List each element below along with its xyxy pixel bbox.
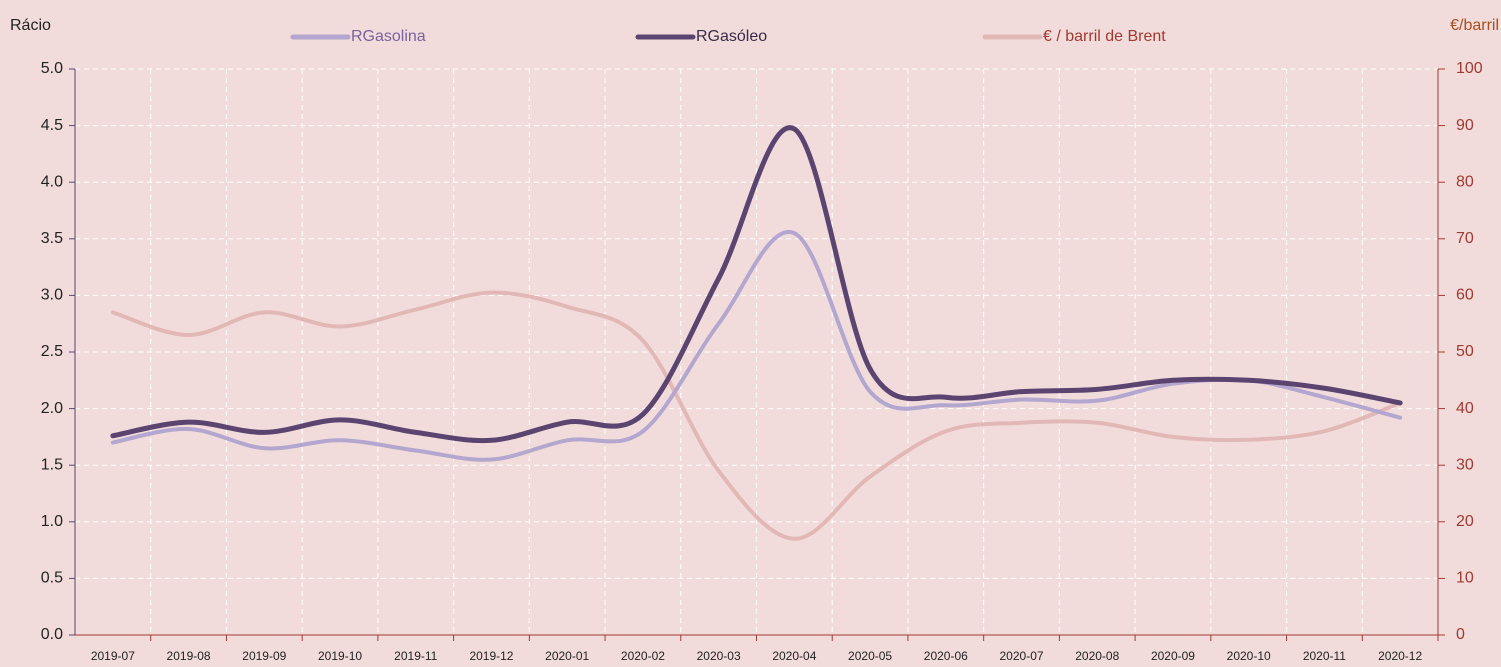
y-tick-label: 2.0 [41,400,63,417]
line-series [110,125,1403,444]
y2-tick-label: 10 [1456,570,1474,587]
legend-label: RGasóleo [696,28,767,45]
x-tick-label: 2020-07 [1000,649,1044,663]
y-tick-label: 3.5 [41,230,63,247]
x-tick-label: 2020-12 [1378,649,1422,663]
y2-tick-label: 70 [1456,230,1474,247]
y2-axis-label: €/barril [1450,17,1499,34]
line-series [110,290,1403,541]
x-tick-label: 2019-07 [91,649,135,663]
x-tick-label: 2019-08 [167,649,211,663]
y-tick-label: 1.5 [41,456,63,473]
x-tick-label: 2019-11 [394,649,437,663]
x-tick-label: 2020-08 [1075,649,1119,663]
x-tick-label: 2020-06 [924,649,968,663]
legend-label: € / barril de Brent [1043,28,1166,45]
y2-tick-label: 40 [1456,400,1474,417]
y-tick-label: 3.0 [41,287,63,304]
x-tick-label: 2020-11 [1303,649,1346,663]
x-tick-label: 2019-10 [318,649,362,663]
x-tick-label: 2020-05 [848,649,892,663]
y2-tick-label: 50 [1456,343,1474,360]
x-tick-label: 2020-03 [697,649,741,663]
y2-tick-label: 0 [1456,626,1465,643]
y-tick-label: 5.0 [41,60,63,77]
y-tick-label: 2.5 [41,343,63,360]
y2-tick-label: 90 [1456,117,1474,134]
x-tick-label: 2020-04 [772,649,816,663]
line-series [110,229,1403,462]
y-tick-label: 4.5 [41,117,63,134]
y2-tick-label: 100 [1456,60,1483,77]
legend-label: RGasolina [351,28,426,45]
y-tick-label: 0.5 [41,570,63,587]
x-tick-label: 2020-02 [621,649,665,663]
y2-tick-label: 30 [1456,456,1474,473]
x-tick-label: 2019-12 [469,649,513,663]
y-tick-label: 0.0 [41,626,63,643]
x-tick-label: 2020-10 [1227,649,1271,663]
y2-tick-label: 80 [1456,173,1474,190]
y-tick-label: 1.0 [41,513,63,530]
x-tick-label: 2020-01 [545,649,589,663]
y-tick-label: 4.0 [41,173,63,190]
y2-tick-label: 20 [1456,513,1474,530]
y-axis-label: Rácio [10,17,51,34]
x-tick-label: 2019-09 [242,649,286,663]
x-tick-label: 2020-09 [1151,649,1195,663]
y2-tick-label: 60 [1456,287,1474,304]
